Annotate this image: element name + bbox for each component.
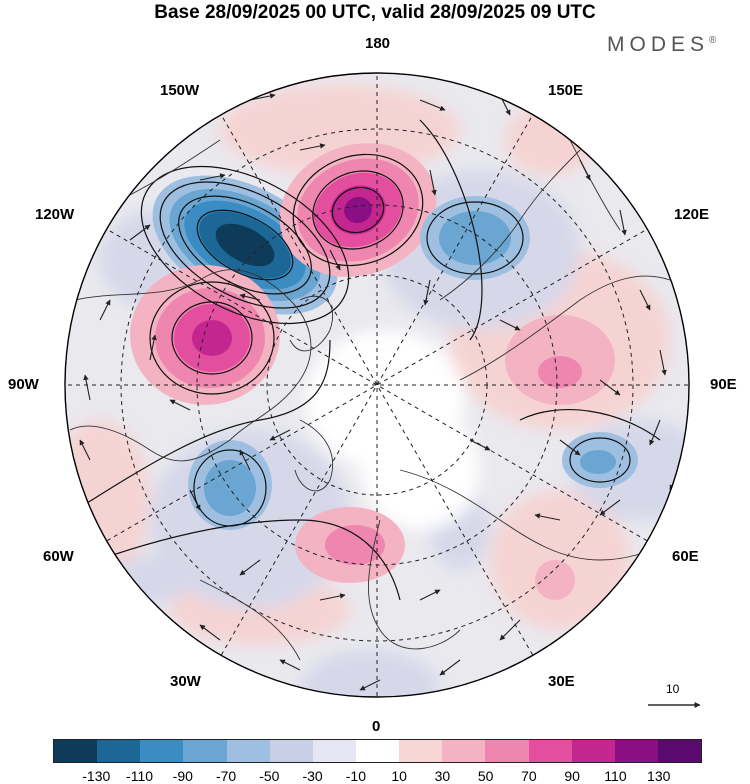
logo-mark: ® — [709, 35, 717, 46]
logo-text: MODES — [607, 33, 710, 56]
modes-logo: MODES® — [607, 33, 716, 57]
map-title: Base 28/09/2025 00 UTC, valid 28/09/2025… — [154, 2, 596, 23]
low-centralasia-anomaly — [562, 432, 638, 488]
lon-label-30w: 30W — [170, 673, 201, 690]
colorbar-swatch — [355, 740, 400, 762]
colorbar-tick-label: 110 — [604, 768, 627, 784]
colorbar-tick-label: 50 — [477, 768, 494, 784]
lon-label-60w: 60W — [43, 548, 74, 565]
low-kamchatka-anomaly — [420, 196, 530, 280]
colorbar-tick-label: -10 — [345, 768, 366, 784]
colorbar-swatch — [571, 740, 615, 762]
colorbar-swatch — [399, 740, 443, 762]
high-canada-anomaly — [130, 265, 280, 405]
map-border — [64, 72, 690, 698]
colorbar-swatch — [226, 740, 270, 762]
high-siberia-anomaly — [505, 315, 615, 600]
height-contours — [65, 119, 661, 601]
high-bering-anomaly — [279, 143, 437, 277]
colorbar-swatch — [528, 740, 572, 762]
colorbar-tick-label: -90 — [172, 768, 193, 784]
colorbar-tick-label: 30 — [434, 768, 451, 784]
graticule — [65, 73, 689, 697]
colorbar-swatch — [183, 740, 227, 762]
colorbar-swatch — [97, 740, 141, 762]
colorbar-swatch — [140, 740, 184, 762]
wind-vectors — [79, 93, 681, 691]
lon-label-150e: 150E — [548, 82, 584, 99]
colorbar-swatch — [614, 740, 658, 762]
colorbar-swatch — [312, 740, 356, 762]
lon-label-30e: 30E — [548, 673, 575, 690]
high-europe-anomaly — [295, 507, 405, 583]
low-atlantic-anomaly — [188, 440, 272, 530]
lon-label-120w: 120W — [35, 206, 75, 223]
lon-label-0: 0 — [372, 718, 381, 735]
colorbar-swatch — [269, 740, 313, 762]
colorbar-swatch — [442, 740, 486, 762]
colorbar-swatch — [485, 740, 529, 762]
colorbar-tick-label: 130 — [647, 768, 671, 784]
lon-label-90e: 90E — [710, 376, 737, 393]
colorbar-tick-label: -50 — [259, 768, 280, 784]
colorbar-tick-label: 70 — [521, 768, 537, 784]
lon-label-120e: 120E — [674, 206, 710, 223]
colorbar-tick-label: 90 — [564, 768, 580, 784]
colorbar-tick-label: 10 — [391, 768, 407, 784]
colorbar-tick-label: -130 — [82, 768, 111, 784]
colorbar-tick-label: -30 — [302, 768, 323, 784]
vector-scale-label: 10 — [666, 682, 680, 696]
colorbar-tick-label: -70 — [215, 768, 237, 784]
colorbar-swatch — [54, 740, 98, 762]
lon-label-90w: 90W — [8, 376, 39, 393]
colorbar — [53, 739, 702, 763]
colorbar-swatch — [657, 740, 702, 762]
lon-label-150w: 150W — [160, 82, 200, 99]
lon-label-180: 180 — [365, 35, 391, 52]
colorbar-tick-label: -110 — [126, 768, 154, 784]
lon-label-60e: 60E — [672, 548, 699, 565]
